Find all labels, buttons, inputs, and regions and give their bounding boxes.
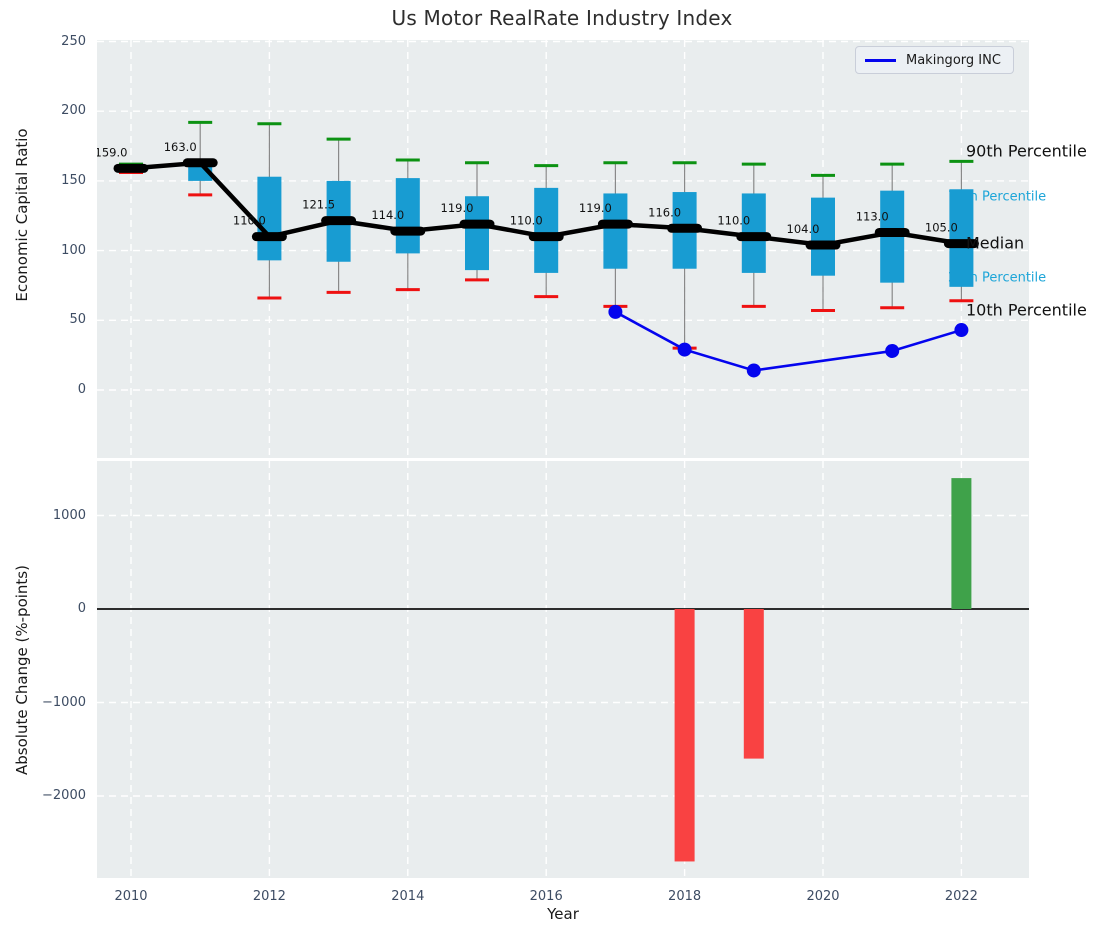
chart-title: Us Motor RealRate Industry Index bbox=[162, 6, 962, 30]
median-value-label: 104.0 bbox=[787, 222, 820, 236]
median-value-label: 110.0 bbox=[717, 214, 750, 228]
y-tick-label: 0 bbox=[16, 600, 86, 618]
annotation-90th-percentile: 90th Percentile bbox=[966, 142, 1087, 161]
legend: Makingorg INC bbox=[855, 46, 1014, 74]
y-tick-label: 150 bbox=[28, 172, 86, 190]
y-tick-label: 50 bbox=[28, 311, 86, 329]
x-tick-label: 2018 bbox=[655, 888, 715, 906]
y-tick-label: −2000 bbox=[16, 787, 86, 805]
annotation-median: Median bbox=[966, 234, 1024, 253]
top-chart-svg: 159.0 163.0 110.0 121.5 114.0 119.0 110.0 119.0… bbox=[97, 40, 1029, 458]
x-tick-label: 2012 bbox=[239, 888, 299, 906]
change-bar bbox=[951, 478, 971, 609]
x-tick-label: 2016 bbox=[516, 888, 576, 906]
median-value-label: 105.0 bbox=[925, 221, 958, 235]
company-point bbox=[608, 305, 622, 319]
company-point bbox=[747, 363, 761, 377]
x-axis-label-year: Year bbox=[463, 905, 663, 923]
bottom-chart-svg bbox=[97, 461, 1029, 878]
median-value-label: 119.0 bbox=[579, 201, 612, 215]
median-value-label: 121.5 bbox=[302, 198, 335, 212]
median-value-label: 110.0 bbox=[510, 214, 543, 228]
legend-label: Makingorg INC bbox=[906, 53, 1001, 68]
median-value-label: 110.0 bbox=[233, 214, 266, 228]
legend-line-swatch bbox=[865, 59, 896, 62]
y-tick-label: 1000 bbox=[16, 507, 86, 525]
y-tick-label: 250 bbox=[28, 33, 86, 51]
change-bar bbox=[675, 609, 695, 861]
x-tick-label: 2014 bbox=[378, 888, 438, 906]
company-point bbox=[678, 343, 692, 357]
median-value-label: 119.0 bbox=[441, 201, 474, 215]
percentile-box bbox=[534, 188, 558, 273]
y-axis-label-absolute-change: Absolute Change (%-points) bbox=[13, 520, 33, 820]
median-value-label: 116.0 bbox=[648, 205, 681, 219]
x-tick-label: 2010 bbox=[101, 888, 161, 906]
annotation-10th-percentile: 10th Percentile bbox=[966, 301, 1087, 320]
company-point bbox=[885, 344, 899, 358]
y-tick-label: 100 bbox=[28, 242, 86, 260]
y-tick-label: 200 bbox=[28, 102, 86, 120]
y-tick-label: 0 bbox=[28, 381, 86, 399]
y-tick-label: −1000 bbox=[16, 694, 86, 712]
change-bar bbox=[744, 609, 764, 759]
median-value-label: 163.0 bbox=[164, 140, 197, 154]
percentile-box bbox=[811, 198, 835, 276]
median-value-label: 159.0 bbox=[97, 145, 127, 159]
figure: Us Motor RealRate Industry Index 90th Pe… bbox=[0, 0, 1103, 942]
x-tick-label: 2020 bbox=[793, 888, 853, 906]
x-tick-label: 2022 bbox=[931, 888, 991, 906]
company-point bbox=[954, 323, 968, 337]
median-value-label: 114.0 bbox=[371, 208, 404, 222]
median-value-label: 113.0 bbox=[856, 209, 889, 223]
